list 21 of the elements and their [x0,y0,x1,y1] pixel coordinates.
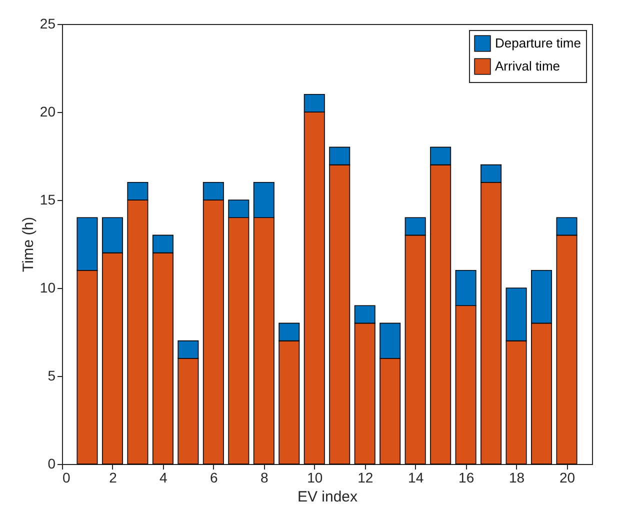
x-tick-label: 18 [508,470,525,486]
x-tick-label: 0 [62,470,70,486]
x-tick-label: 2 [109,470,118,486]
x-tick-label: 8 [260,470,269,486]
y-tick-label: 10 [40,280,56,296]
x-tick-label: 14 [408,470,424,486]
y-tick-label: 15 [40,192,56,208]
x-tick-label: 16 [458,470,474,486]
x-tick-label: 4 [160,470,168,486]
x-axis-title: EV index [297,488,358,506]
x-tick-label: 10 [307,470,323,486]
y-tick-label: 0 [48,456,56,472]
y-tick-label: 25 [40,16,56,32]
x-tick-label: 20 [559,470,576,486]
x-tick-label: 6 [210,470,218,486]
legend-label: Arrival time [495,58,560,74]
y-tick-label: 20 [40,104,56,120]
y-tick-label: 5 [48,368,56,384]
legend-label: Departure time [495,36,581,50]
x-tick-label: 12 [358,470,374,486]
y-axis-title: Time (h) [20,216,37,272]
